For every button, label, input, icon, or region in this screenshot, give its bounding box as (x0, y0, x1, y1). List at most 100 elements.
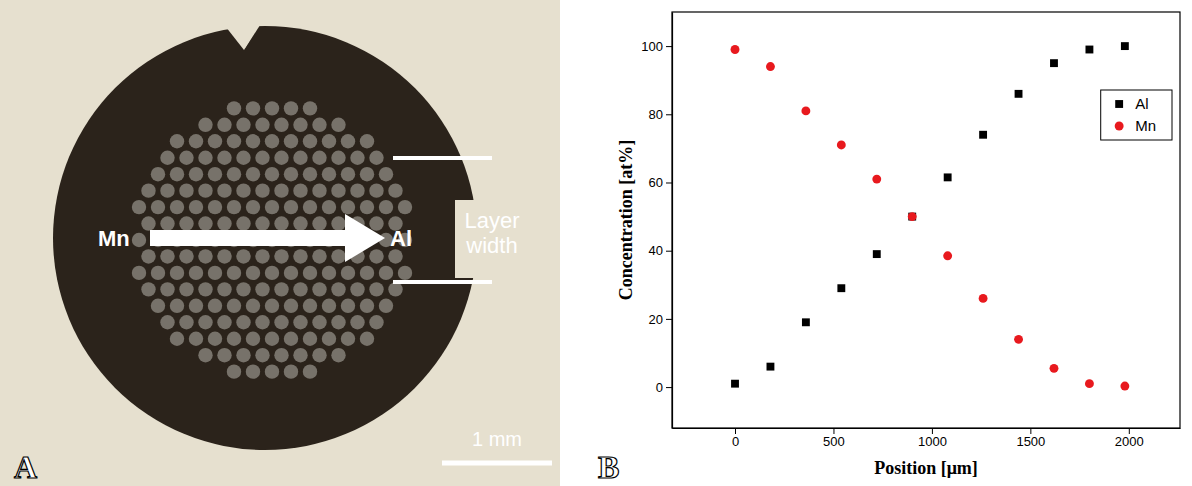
hole (246, 364, 260, 378)
hole (331, 118, 345, 132)
hole (293, 348, 307, 362)
point (767, 363, 775, 371)
hole (341, 200, 355, 214)
hole (198, 315, 212, 329)
tick: 20 (649, 312, 672, 327)
panel-label: B (598, 449, 619, 485)
legend-box (1101, 90, 1172, 140)
hole (198, 282, 212, 296)
hole (322, 167, 336, 181)
hole (312, 118, 326, 132)
hole (293, 183, 307, 197)
hole (246, 167, 260, 181)
hole (303, 134, 317, 148)
tick-mark (666, 387, 672, 388)
hole (369, 315, 383, 329)
hole (293, 249, 307, 263)
hole (293, 118, 307, 132)
tick-mark (666, 114, 672, 115)
tick: 1000 (918, 428, 947, 449)
point (1050, 59, 1058, 67)
hole (141, 249, 155, 263)
tick-mark (833, 428, 834, 434)
point (731, 380, 739, 388)
hole (246, 332, 260, 346)
hole (284, 299, 298, 313)
hole (322, 134, 336, 148)
hole (255, 282, 269, 296)
hole (179, 216, 193, 230)
hole (208, 299, 222, 313)
hole (208, 332, 222, 346)
arrow-head (345, 214, 385, 262)
tick-label: 0 (732, 434, 739, 449)
hole (369, 249, 383, 263)
hole (360, 266, 374, 280)
hole (217, 315, 231, 329)
hole (293, 315, 307, 329)
chart-panel: 0500100015002000020406080100Position [μm… (598, 12, 1181, 485)
hole (179, 183, 193, 197)
point (944, 173, 952, 181)
tick: 80 (649, 107, 672, 122)
hole (160, 183, 174, 197)
hole (208, 266, 222, 280)
hole (141, 183, 155, 197)
hole (350, 282, 364, 296)
hole (312, 282, 326, 296)
hole (341, 332, 355, 346)
tick-mark (666, 182, 672, 183)
hole (379, 299, 393, 313)
hole (170, 299, 184, 313)
hole (303, 101, 317, 115)
tick-mark (735, 428, 736, 434)
hole (398, 200, 412, 214)
y-axis-title: Concentration [at%] (616, 140, 636, 300)
hole (274, 216, 288, 230)
hole (293, 151, 307, 165)
hole (189, 332, 203, 346)
hole (198, 151, 212, 165)
hole (265, 167, 279, 181)
hole (246, 266, 260, 280)
photo-background (0, 0, 560, 486)
point (731, 45, 740, 54)
tick-label: 20 (649, 312, 663, 327)
hole (198, 348, 212, 362)
hole (274, 282, 288, 296)
sample-disk (53, 26, 477, 450)
hole (303, 266, 317, 280)
hole (170, 266, 184, 280)
legend-marker (1115, 122, 1124, 131)
tick: 500 (823, 428, 845, 449)
hole (341, 299, 355, 313)
hole (265, 266, 279, 280)
point (1014, 335, 1023, 344)
hole (379, 167, 393, 181)
hole (265, 200, 279, 214)
hole (388, 282, 402, 296)
hole (227, 266, 241, 280)
hole (236, 151, 250, 165)
tick-mark (666, 319, 672, 320)
hole (274, 151, 288, 165)
hole (189, 200, 203, 214)
hole (227, 167, 241, 181)
hole (274, 249, 288, 263)
hole (322, 299, 336, 313)
hole (217, 348, 231, 362)
hole (217, 249, 231, 263)
hole (208, 134, 222, 148)
tick-mark (666, 251, 672, 252)
hole (293, 216, 307, 230)
hole (312, 348, 326, 362)
hole (255, 249, 269, 263)
series (731, 45, 1130, 390)
hole (303, 200, 317, 214)
x-axis-title: Position [μm] (874, 458, 978, 478)
series (731, 42, 1129, 387)
hole (151, 167, 165, 181)
point (1085, 46, 1093, 54)
point (873, 250, 881, 258)
hole (189, 134, 203, 148)
